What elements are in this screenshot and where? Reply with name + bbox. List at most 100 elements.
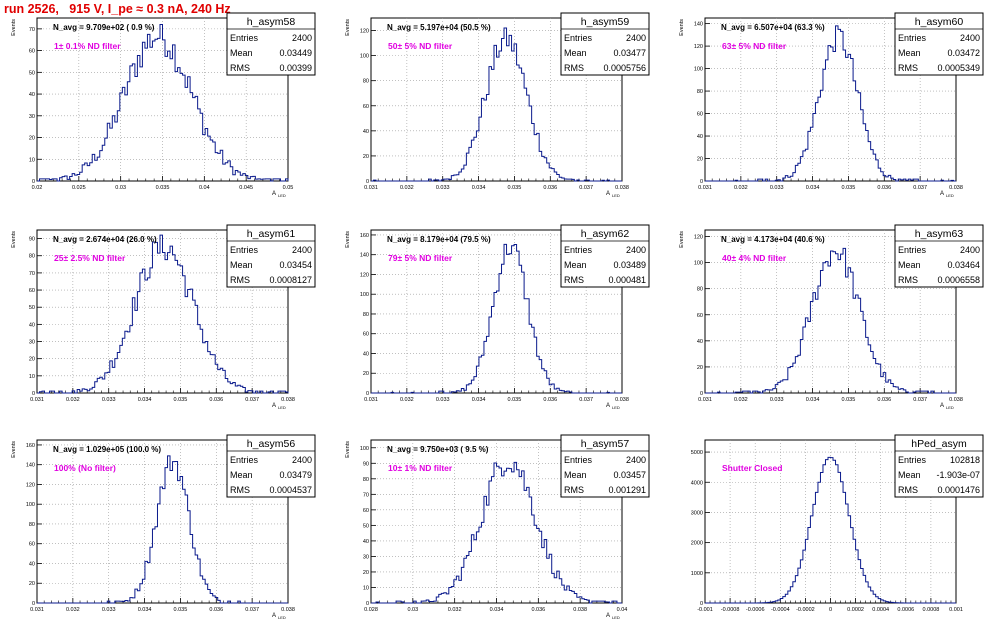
y-tick-label: 60 [29,288,35,294]
stats-value: 0.0008127 [269,275,312,285]
x-tick-label: -0.0008 [721,607,740,613]
y-tick-label: 0 [700,391,703,397]
x-tick-label: 0.033 [436,185,450,191]
x-tick-label: 0.037 [913,397,927,403]
x-axis-label: A [272,403,276,409]
y-tick-label: 40 [697,339,703,345]
histogram-line [371,243,622,394]
y-tick-label: 100 [26,502,35,508]
x-tick-label: 0.031 [698,185,712,191]
y-tick-label: 20 [697,365,703,371]
y-tick-label: 40 [29,92,35,98]
stats-label: Mean [898,470,921,480]
x-tick-label: 0.033 [102,607,116,613]
y-tick-label: 50 [363,523,369,529]
stats-value: 0.001291 [608,485,646,495]
stats-value: 0.0006558 [937,275,980,285]
filter-label: 1± 0.1% ND filter [54,41,121,51]
stats-label: Mean [898,48,921,58]
x-tick-label: 0.031 [30,397,44,403]
stats-label: RMS [898,275,918,285]
plot-frame [370,17,623,182]
y-axis-label: Events [679,19,685,36]
panel-h_asym56: 0.031 0.032 0.033 0.034 0.035 0.036 0.037 0.038… [11,434,316,620]
y-tick-label: 40 [363,129,369,135]
x-tick-label: 0.035 [156,185,170,191]
y-tick-label: 30 [29,114,35,120]
plot-frame [704,17,957,182]
stats-box [560,12,650,76]
filter-label: 50± 5% ND filter [388,41,453,51]
x-axis-label-sub: LED [946,405,954,410]
x-tick-label: 0.04 [617,607,628,613]
x-axis-label: A [272,191,276,197]
y-tick-label: 0 [32,601,35,607]
x-axis-label-sub: LED [612,405,620,410]
x-tick-label: 0.038 [615,397,629,403]
stats-label: RMS [564,63,584,73]
stats-title: h_asym63 [915,228,964,240]
stats-box [226,12,316,76]
y-tick-label: 70 [29,271,35,277]
stats-label: Mean [898,260,921,270]
stats-value: 2400 [292,455,312,465]
x-tick-label: 0.02 [32,185,43,191]
x-tick-label: 0.035 [508,185,522,191]
navg-label: N_avg = 9.750e+03 ( 9.5 %) [387,445,489,454]
y-tick-label: 120 [360,272,369,278]
x-tick-label: 0.031 [30,607,44,613]
y-tick-label: 20 [29,136,35,142]
y-tick-label: 0 [700,179,703,185]
y-tick-label: 140 [360,253,369,259]
filter-label: 79± 5% ND filter [388,253,453,263]
x-tick-label: 0.037 [245,397,259,403]
y-tick-label: 160 [26,443,35,449]
stats-label: RMS [898,485,918,495]
x-axis-label-sub: LED [612,615,620,620]
x-tick-label: 0.035 [842,397,856,403]
x-tick-label: 0.033 [102,397,116,403]
x-axis-label: A [606,191,610,197]
stats-value: 0.00399 [279,63,312,73]
x-tick-label: 0.034 [806,185,820,191]
x-tick-label: 0.04 [199,185,210,191]
x-axis-label-sub: LED [278,405,286,410]
y-tick-label: 60 [363,104,369,110]
stats-label: Mean [230,48,253,58]
y-tick-label: 90 [363,461,369,467]
stats-label: RMS [230,485,250,495]
panel-h_asym57: 0.028 0.03 0.032 0.034 0.036 0.038 0.04 0 10 20 30… [345,434,650,620]
stats-label: Entries [564,455,593,465]
x-tick-label: 0.034 [806,397,820,403]
stats-value: 0.03457 [613,470,646,480]
stats-title: h_asym62 [581,228,630,240]
y-tick-label: 100 [694,67,703,73]
y-tick-label: 40 [29,561,35,567]
x-tick-label: 0.032 [448,607,462,613]
y-tick-label: 3000 [691,510,703,516]
stats-value: 0.0004537 [269,485,312,495]
stats-title: h_asym56 [247,438,296,450]
y-tick-label: 70 [363,492,369,498]
stats-label: Entries [898,33,927,43]
y-tick-label: 5000 [691,450,703,456]
y-tick-label: 10 [363,585,369,591]
stats-value: 2400 [292,33,312,43]
stats-label: Entries [564,245,593,255]
stats-title: h_asym59 [581,16,630,28]
x-tick-label: 0.034 [472,185,486,191]
panel-hPed_asym: -0.001 -0.0008 -0.0006 -0.0004 -0.0002 0 0.000… [691,434,984,613]
x-tick-label: -0.001 [697,607,713,613]
x-tick-label: 0.0002 [847,607,864,613]
navg-label: N_avg = 9.709e+02 ( 0.9 %) [53,23,155,32]
stats-box [894,12,984,76]
y-axis-label: Events [11,441,17,458]
filter-label: 10± 1% ND filter [388,463,453,473]
y-tick-label: 0 [700,601,703,607]
x-tick-label: 0.035 [174,607,188,613]
y-tick-label: 20 [363,154,369,160]
y-tick-label: 20 [363,570,369,576]
stats-value: 2400 [626,33,646,43]
y-tick-label: 120 [26,482,35,488]
y-tick-label: 60 [29,542,35,548]
